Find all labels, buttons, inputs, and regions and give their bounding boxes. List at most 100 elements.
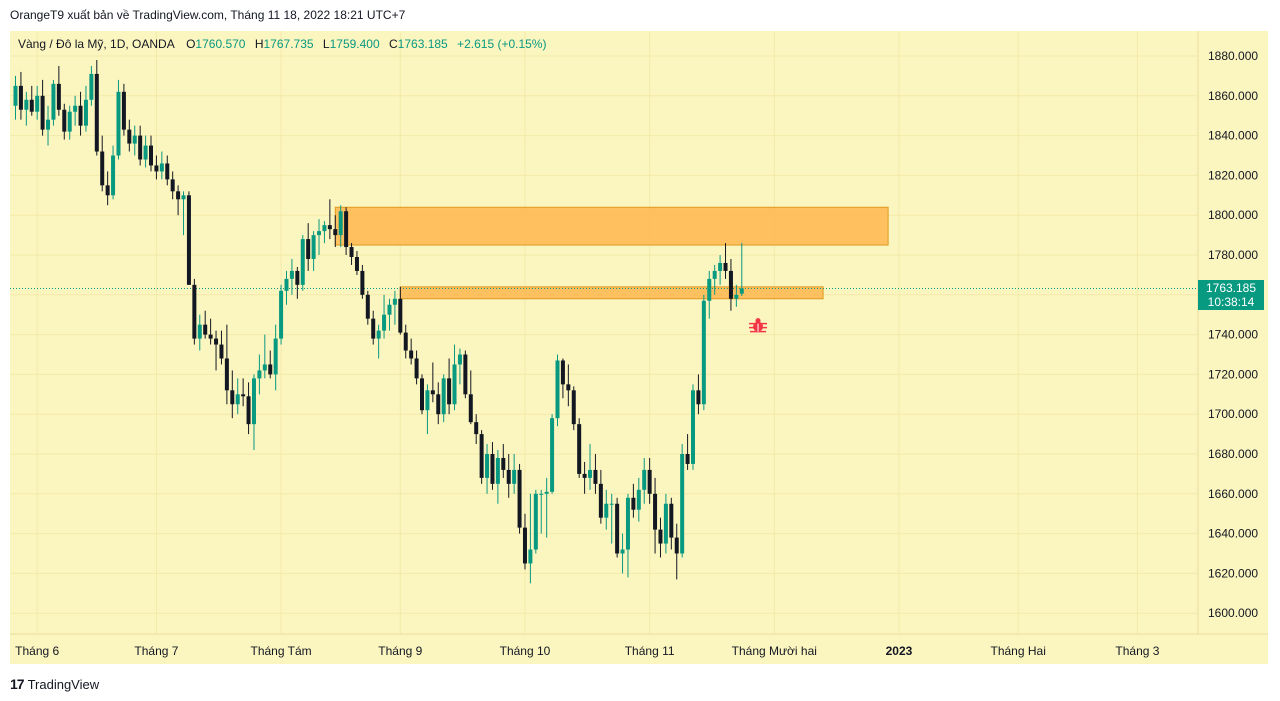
- candle-body: [653, 493, 658, 530]
- x-tick-label: Tháng 9: [378, 644, 422, 658]
- x-tick-label: Tháng 11: [625, 644, 675, 658]
- candle-body: [132, 135, 137, 144]
- y-tick-label: 1780.000: [1208, 248, 1258, 262]
- candle-body: [230, 390, 235, 405]
- candle-body: [566, 384, 571, 391]
- candle-body: [696, 390, 701, 405]
- candle-body: [707, 278, 712, 301]
- candle-body: [663, 503, 668, 544]
- candle-body: [83, 99, 88, 126]
- candle-body: [382, 314, 387, 331]
- candle-body: [235, 394, 240, 405]
- y-tick-label: 1840.000: [1208, 129, 1258, 143]
- candle-body: [67, 111, 72, 132]
- candle-body: [647, 469, 652, 494]
- candle-body: [94, 73, 99, 152]
- low-label: L: [322, 37, 330, 51]
- candle-body: [338, 211, 343, 236]
- y-tick-label: 1620.000: [1208, 566, 1258, 580]
- y-tick-label: 1700.000: [1208, 407, 1258, 421]
- candle-body: [56, 83, 61, 110]
- candle-body: [436, 394, 441, 415]
- candle-body: [593, 469, 598, 484]
- candle-body: [333, 229, 338, 236]
- candle-body: [208, 334, 213, 339]
- candle-body: [680, 454, 685, 554]
- candle-body: [495, 457, 500, 484]
- x-tick-label: Tháng Hai: [991, 644, 1046, 658]
- candle-body: [642, 469, 647, 490]
- chart-area[interactable]: 1880.000 1860.000 1840.000 1820.000 1800.000…: [10, 31, 1268, 664]
- candle-body: [154, 165, 159, 172]
- candle-body: [73, 105, 78, 112]
- open-value: 1760.570: [195, 37, 246, 51]
- candle-body: [582, 473, 587, 478]
- candle-body: [718, 262, 723, 271]
- candle-body: [300, 239, 305, 285]
- candle-body: [398, 298, 403, 333]
- symbol-name[interactable]: Vàng / Đô la Mỹ, 1D, OANDA: [18, 37, 175, 51]
- high-value: 1767.735: [263, 37, 314, 51]
- candle-body: [214, 338, 219, 345]
- candle-body: [723, 262, 728, 271]
- candle-body: [712, 270, 717, 279]
- candlestick-chart[interactable]: 1880.000 1860.000 1840.000 1820.000 1800.000…: [10, 31, 1268, 664]
- candle-body: [620, 549, 625, 554]
- candle-body: [354, 256, 359, 271]
- candle-body: [181, 195, 186, 200]
- candle-body: [159, 163, 164, 172]
- candle-body: [403, 332, 408, 351]
- y-tick-label: 1600.000: [1208, 606, 1258, 620]
- candle-body: [111, 155, 116, 196]
- candle-body: [658, 529, 663, 544]
- candle-body: [420, 378, 424, 411]
- publisher-caption: OrangeT9 xuất bản về TradingView.com, Th…: [10, 8, 406, 22]
- candle-body: [116, 91, 121, 156]
- candle-body: [522, 527, 527, 564]
- candle-body: [739, 288, 744, 294]
- x-tick-label: Tháng 3: [1115, 644, 1159, 658]
- candle-body: [517, 469, 522, 528]
- close-label: C: [389, 37, 398, 51]
- supply-demand-zone: [334, 206, 889, 246]
- candle-body: [577, 424, 582, 474]
- candle-body: [631, 497, 636, 510]
- candle-body: [571, 390, 576, 425]
- footer-branding: 17 TradingView: [10, 676, 99, 692]
- y-tick-label: 1720.000: [1208, 367, 1258, 381]
- candle-body: [409, 350, 414, 359]
- candle-body: [46, 119, 51, 130]
- candle-body: [322, 225, 327, 232]
- tradingview-logo-icon: 17: [10, 676, 25, 692]
- candle-body: [674, 537, 679, 554]
- candle-body: [89, 73, 94, 100]
- close-value: 1763.185: [397, 37, 448, 51]
- bug-icon[interactable]: [749, 318, 768, 333]
- candle-body: [197, 324, 202, 339]
- candle-body: [121, 91, 126, 130]
- symbol-legend: Vàng / Đô la Mỹ, 1D, OANDA O1760.570 H17…: [18, 37, 552, 51]
- candle-body: [186, 195, 191, 285]
- candle-body: [636, 489, 641, 510]
- candle-body: [311, 235, 316, 259]
- candle-body: [734, 294, 739, 299]
- candle-body: [295, 270, 300, 285]
- candle-body: [224, 358, 229, 391]
- candle-body: [24, 99, 29, 110]
- last-price-tag: 1763.185 10:38:14: [1198, 280, 1264, 311]
- candle-body: [506, 469, 511, 484]
- candle-body: [414, 358, 419, 379]
- candle-body: [701, 300, 706, 405]
- candle-body: [479, 434, 484, 478]
- candle-body: [241, 394, 246, 397]
- candle-body: [685, 454, 690, 464]
- candle-body: [490, 454, 495, 484]
- candle-body: [251, 378, 256, 425]
- candle-body: [262, 364, 267, 371]
- x-tick-label: Tháng 10: [500, 644, 551, 658]
- candle-body: [588, 469, 593, 478]
- candle-body: [284, 278, 289, 291]
- candle-body: [246, 396, 251, 425]
- candle-body: [604, 503, 609, 518]
- candle-body: [219, 344, 224, 359]
